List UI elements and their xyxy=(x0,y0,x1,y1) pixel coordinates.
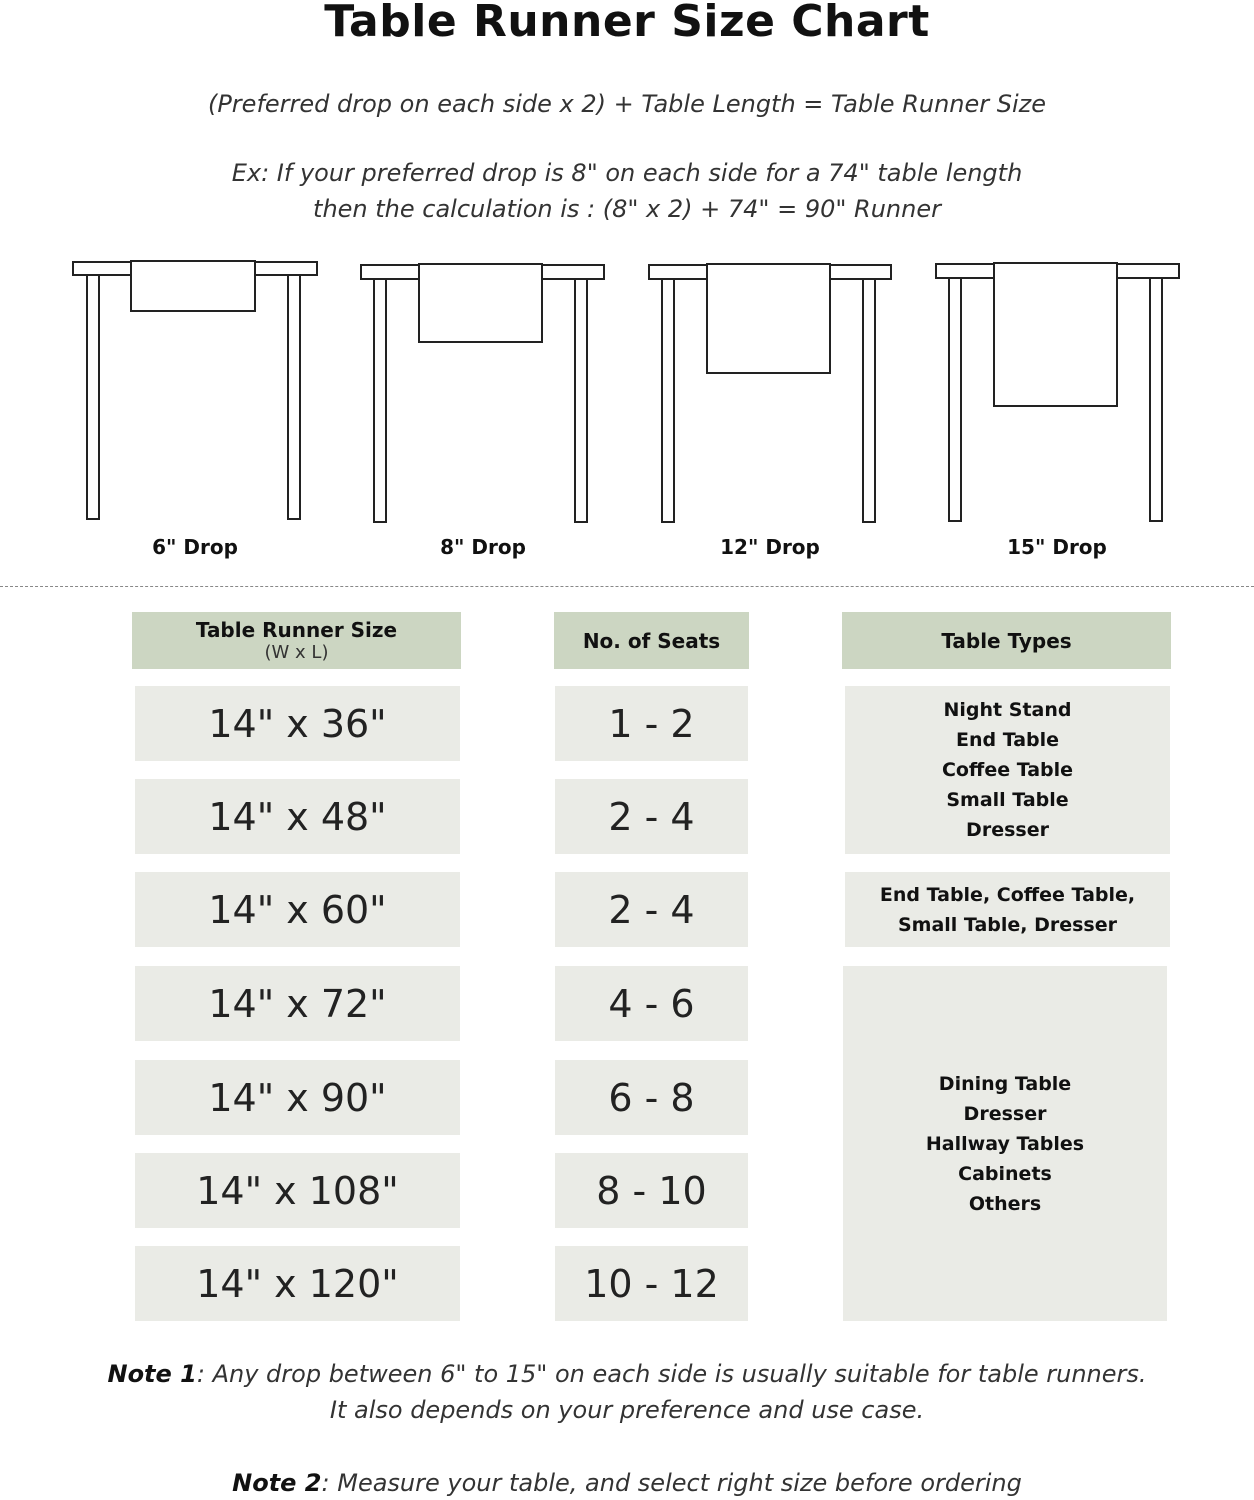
size-cell: 14" x 108" xyxy=(135,1153,460,1228)
table-diagram-6-drop xyxy=(72,260,318,520)
table-type: Small Table, Dresser xyxy=(897,913,1117,936)
table-type: Coffee Table xyxy=(941,759,1074,781)
size-cell: 14" x 48" xyxy=(135,779,460,854)
note-2-text: : Measure your table, and select right s… xyxy=(321,1469,1022,1497)
size-cell: 14" x 36" xyxy=(135,686,460,761)
seats-cell: 10 - 12 xyxy=(555,1246,748,1321)
note-2-label: Note 2 xyxy=(232,1469,322,1497)
table-types-cell: End Table, Coffee Table, Small Table, Dre… xyxy=(845,872,1170,947)
seats-cell: 2 - 4 xyxy=(555,872,748,947)
divider xyxy=(0,586,1254,587)
header-size-sub: (W x L) xyxy=(264,642,329,663)
runner-drop xyxy=(706,263,831,374)
seats-cell: 4 - 6 xyxy=(555,966,748,1041)
drop-diagrams xyxy=(72,260,1180,523)
runner-drop xyxy=(993,262,1118,407)
header-size-label: Table Runner Size xyxy=(195,618,398,642)
note-1-line-2: It also depends on your preference and u… xyxy=(329,1396,925,1424)
note-2: Note 2: Measure your table, and select r… xyxy=(0,1465,1254,1500)
seats-cell: 8 - 10 xyxy=(555,1153,748,1228)
size-cell: 14" x 90" xyxy=(135,1060,460,1135)
table-type: Dining Table xyxy=(938,1072,1072,1095)
table-types-cell: Night Stand End Table Coffee Table Small Ta… xyxy=(845,686,1170,854)
example-line-2: then the calculation is : (8" x 2) + 74"… xyxy=(313,195,941,223)
drop-label: 8" Drop xyxy=(440,535,526,559)
size-cell: 14" x 60" xyxy=(135,872,460,947)
table-type: Others xyxy=(968,1192,1042,1215)
table-type: End Table xyxy=(955,729,1060,751)
table-diagram-12-drop xyxy=(648,263,892,523)
header-seats: No. of Seats xyxy=(554,612,749,669)
header-size: Table Runner Size (W x L) xyxy=(132,612,461,669)
table-type: Night Stand xyxy=(943,699,1072,721)
drop-label: 12" Drop xyxy=(720,535,820,559)
formula: (Preferred drop on each side x 2) + Tabl… xyxy=(207,90,1047,118)
runner-drop xyxy=(418,263,543,343)
drop-label: 15" Drop xyxy=(1007,535,1107,559)
table-type: End Table, Coffee Table, xyxy=(879,883,1136,906)
drop-label: 6" Drop xyxy=(152,535,238,559)
runner-drop xyxy=(130,260,256,312)
header-types: Table Types xyxy=(842,612,1171,669)
table-type: Hallway Tables xyxy=(925,1132,1085,1155)
example-line-1: Ex: If your preferred drop is 8" on each… xyxy=(231,159,1023,187)
seats-cell: 2 - 4 xyxy=(555,779,748,854)
table-type: Small Table xyxy=(946,789,1069,811)
note-1-text: : Any drop between 6" to 15" on each sid… xyxy=(196,1360,1147,1388)
note-1-label: Note 1 xyxy=(107,1360,197,1388)
table-type: Dresser xyxy=(966,819,1049,841)
seats-cell: 1 - 2 xyxy=(555,686,748,761)
note-1: Note 1: Any drop between 6" to 15" on ea… xyxy=(0,1356,1254,1428)
size-cell: 14" x 120" xyxy=(135,1246,460,1321)
seats-cell: 6 - 8 xyxy=(555,1060,748,1135)
size-cell: 14" x 72" xyxy=(135,966,460,1041)
page-title: Table Runner Size Chart xyxy=(324,0,930,47)
table-type: Dresser xyxy=(963,1102,1047,1125)
table-types-cell: Dining Table Dresser Hallway Tables Cabinet… xyxy=(843,966,1167,1321)
table-diagram-15-drop xyxy=(935,262,1180,522)
table-type: Cabinets xyxy=(958,1162,1052,1185)
table-diagram-8-drop xyxy=(360,263,605,523)
